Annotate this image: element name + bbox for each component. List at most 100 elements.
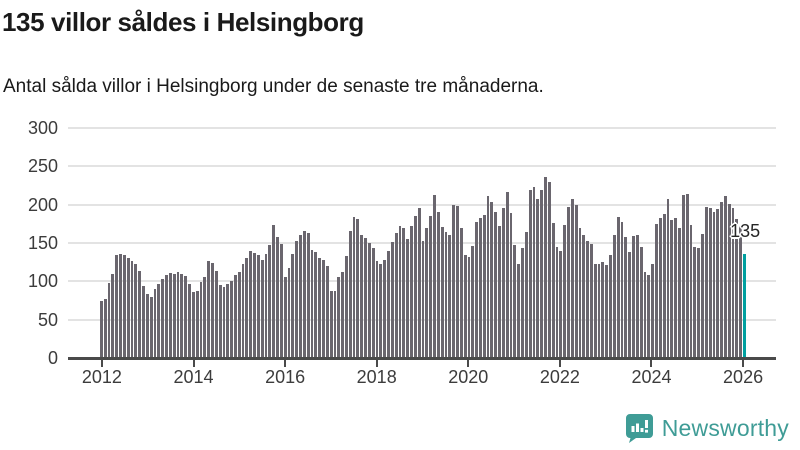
bar [563, 225, 567, 358]
bar [203, 277, 207, 358]
bar [318, 258, 322, 358]
y-tick-label-300: 300 [27, 118, 58, 138]
bar [712, 212, 716, 358]
bar [601, 262, 605, 358]
bar [222, 287, 226, 358]
bar [356, 219, 360, 358]
bar-highlight [743, 254, 746, 358]
bar [536, 199, 540, 358]
x-tick-2016 [284, 360, 287, 367]
bar [379, 264, 383, 358]
bar [559, 251, 563, 358]
y-tick-label-150: 150 [27, 233, 58, 253]
bar [188, 284, 191, 358]
y-tick-label-100: 100 [27, 271, 58, 292]
x-tick-label-2020: 2020 [448, 367, 489, 387]
bar [230, 281, 233, 358]
bar [325, 266, 329, 358]
bar [406, 239, 410, 358]
bar [574, 205, 578, 358]
bar [433, 195, 436, 358]
bar [413, 216, 417, 358]
x-tick-label-2014: 2014 [173, 367, 214, 387]
bar [375, 261, 379, 358]
bar [739, 226, 743, 358]
highlight-value-label: 135 [730, 220, 761, 241]
bar [329, 291, 333, 358]
bar [142, 286, 145, 358]
bar [287, 268, 291, 358]
gridline-250 [68, 165, 776, 168]
newsworthy-logo[interactable]: Newsworthy [625, 413, 789, 443]
bar [528, 190, 532, 358]
bar [720, 202, 723, 358]
bar [444, 232, 448, 358]
x-tick-2018 [375, 360, 378, 367]
bar [509, 213, 513, 358]
bar [268, 245, 272, 358]
bar [371, 248, 375, 358]
bar [501, 208, 505, 358]
bar [119, 254, 122, 358]
bar [218, 285, 222, 358]
bar [609, 255, 612, 358]
bar [180, 274, 184, 358]
bar [103, 299, 107, 358]
bar [456, 206, 459, 358]
x-tick-label-2012: 2012 [81, 367, 122, 387]
bar [582, 235, 586, 358]
bar [134, 264, 138, 358]
bar [337, 277, 341, 358]
bar [605, 265, 609, 358]
bar [616, 217, 620, 358]
bar [647, 275, 651, 358]
bar [161, 279, 165, 358]
bar [735, 219, 739, 358]
bar [367, 243, 371, 358]
bar [138, 271, 142, 358]
bar [398, 226, 402, 358]
bar [237, 272, 241, 358]
bar [364, 238, 367, 358]
bar [731, 208, 735, 358]
bar [612, 235, 616, 358]
bar [111, 274, 115, 358]
bar [471, 246, 475, 358]
bar [655, 224, 658, 358]
bar [207, 261, 211, 358]
bar [662, 214, 666, 358]
bar [505, 192, 509, 358]
bar [482, 215, 486, 358]
bar [272, 225, 276, 358]
bar [597, 264, 601, 358]
bar [620, 222, 624, 358]
bar [704, 207, 708, 358]
bar [689, 225, 693, 358]
x-tick-2026 [742, 360, 745, 367]
x-tick-2012 [100, 360, 103, 367]
bar [540, 190, 544, 358]
bar [302, 231, 306, 358]
bar [149, 297, 153, 358]
bar [260, 260, 264, 358]
bar [122, 255, 126, 358]
bar [593, 264, 597, 358]
x-tick-label-2022: 2022 [539, 367, 580, 387]
bar [394, 233, 398, 358]
bar [674, 218, 678, 358]
y-tick-label-50: 50 [37, 309, 58, 330]
bar [555, 247, 559, 358]
bar [276, 237, 279, 358]
bar [421, 241, 425, 358]
page-title: 135 villor såldes i Helsingborg [2, 7, 364, 37]
bar [498, 226, 501, 358]
bar [291, 254, 295, 358]
bar [643, 272, 647, 358]
x-tick-2024 [650, 360, 653, 367]
bar [697, 248, 701, 358]
bar [249, 251, 253, 358]
bar [314, 252, 318, 358]
y-tick-label-250: 250 [27, 156, 58, 177]
bar [567, 207, 570, 358]
y-tick-label-0: 0 [47, 348, 58, 368]
